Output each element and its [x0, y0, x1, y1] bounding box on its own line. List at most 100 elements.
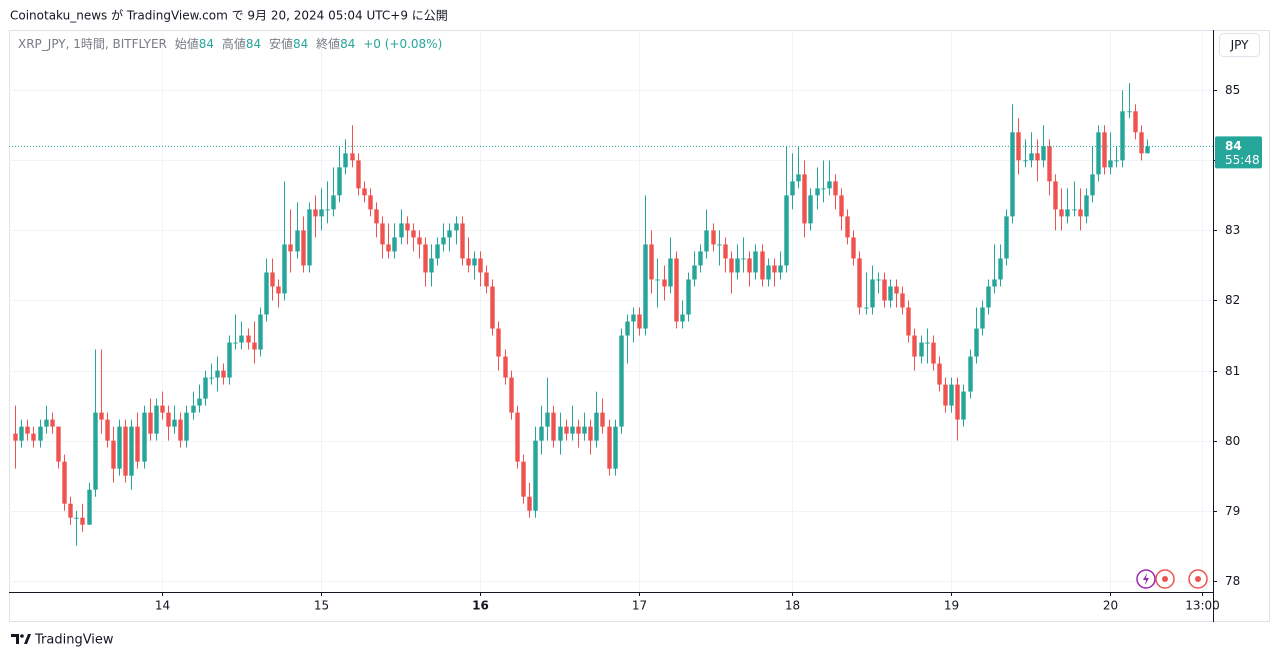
candle-body	[570, 426, 575, 434]
legend-change: +0 (+0.08%)	[363, 37, 442, 51]
candle	[631, 307, 636, 343]
candle-body	[1065, 209, 1070, 217]
candle	[386, 223, 391, 259]
candle	[417, 230, 422, 259]
last-price-label: 84	[1225, 139, 1242, 153]
candle-body	[215, 370, 220, 378]
candle	[533, 426, 538, 518]
candle	[227, 335, 232, 385]
candle	[974, 307, 979, 364]
candle	[166, 405, 171, 441]
candle-body	[246, 335, 251, 343]
candle	[350, 125, 355, 168]
candle	[588, 419, 593, 455]
x-tick-label: 19	[944, 599, 959, 613]
candle	[582, 412, 587, 441]
candle-body	[380, 223, 385, 245]
candle	[864, 272, 869, 315]
candle	[484, 265, 489, 294]
candle	[1053, 174, 1058, 231]
candle-body	[686, 279, 691, 315]
candle-body	[172, 419, 177, 427]
candle	[998, 244, 1003, 287]
candle	[1127, 83, 1132, 119]
candle-body	[808, 195, 813, 224]
candle	[68, 496, 73, 525]
candle-body	[1010, 132, 1015, 217]
candle	[937, 356, 942, 392]
candle-body	[87, 489, 92, 525]
candle	[900, 286, 905, 315]
candle	[392, 223, 397, 259]
candle	[123, 419, 128, 483]
candle-body	[674, 258, 679, 322]
candle	[264, 258, 269, 322]
legend-high-label: 高値	[222, 36, 246, 51]
candle	[215, 356, 220, 392]
candle	[778, 251, 783, 280]
candle-body	[625, 321, 630, 336]
candle-body	[423, 244, 428, 273]
currency-label[interactable]: JPY	[1230, 38, 1250, 52]
candle	[729, 251, 734, 294]
candle	[478, 251, 483, 287]
candle	[1120, 90, 1125, 168]
candle	[337, 146, 342, 203]
candle-body	[839, 195, 844, 217]
candle-body	[1145, 146, 1150, 154]
candle	[313, 195, 318, 238]
candle-body	[490, 286, 495, 329]
candle	[870, 265, 875, 315]
candle-body	[258, 314, 263, 350]
candle	[441, 223, 446, 252]
candle-body	[760, 251, 765, 280]
y-tick-label: 85	[1225, 83, 1240, 97]
candle-body	[1133, 111, 1138, 133]
candle	[80, 503, 85, 532]
x-tick-label: 15	[314, 599, 329, 613]
candle	[851, 230, 856, 266]
candle	[1065, 188, 1070, 224]
candle-body	[239, 335, 244, 343]
last-price-tag	[1215, 136, 1262, 169]
candle	[1084, 188, 1089, 224]
candle-body	[117, 426, 122, 469]
brand-name: TradingView	[34, 633, 114, 648]
candle	[680, 300, 685, 329]
candle	[576, 419, 581, 448]
candle	[503, 349, 508, 385]
candle	[760, 244, 765, 287]
candle-body	[1102, 132, 1107, 168]
candle-body	[796, 174, 801, 182]
candle	[1108, 132, 1113, 175]
candle-body	[723, 244, 728, 259]
candle-body	[766, 265, 771, 280]
candle	[93, 349, 98, 497]
candle	[74, 510, 79, 546]
candle-body	[986, 286, 991, 308]
candle-body	[454, 223, 459, 231]
candle	[1090, 146, 1095, 203]
candle	[692, 251, 697, 287]
candle-body	[735, 258, 740, 273]
candle-body	[753, 251, 758, 273]
currency-button[interactable]	[1219, 33, 1260, 57]
candle	[643, 195, 648, 336]
candle-body	[1096, 132, 1101, 175]
candle	[686, 272, 691, 322]
logo-mark	[11, 634, 19, 644]
legend-open-label: 始値	[175, 36, 199, 51]
candle	[233, 314, 238, 350]
candle	[160, 391, 165, 420]
candle	[545, 377, 550, 441]
candle	[203, 370, 208, 406]
candle-body	[429, 258, 434, 273]
candle-body	[815, 188, 820, 196]
candle	[1078, 188, 1083, 231]
y-tick-label: 78	[1225, 574, 1240, 588]
candle-body	[1084, 195, 1089, 217]
candle	[87, 482, 92, 525]
candle-body	[1090, 174, 1095, 196]
candle	[613, 419, 618, 476]
